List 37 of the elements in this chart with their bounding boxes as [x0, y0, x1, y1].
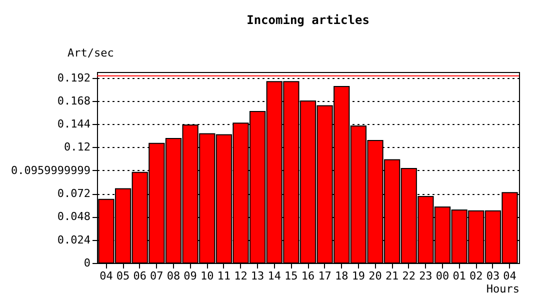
y-tick-label: 0.144 — [57, 118, 91, 131]
x-tick-label: 02 — [470, 270, 483, 282]
x-tick-label: 11 — [217, 270, 231, 282]
x-tick-label: 14 — [268, 270, 282, 282]
x-tick-label: 20 — [368, 270, 382, 282]
y-tick-label: 0.024 — [57, 233, 91, 246]
x-tick-label: 19 — [352, 270, 366, 282]
x-tick-label: 01 — [452, 270, 466, 282]
y-tick-label: 0.168 — [57, 94, 90, 108]
x-tick-label: 17 — [318, 270, 332, 282]
x-tick-label: 12 — [234, 270, 248, 282]
chart-title: Incoming articles — [246, 13, 370, 27]
x-tick-label: 09 — [184, 270, 197, 282]
y-axis-title: Art/sec — [68, 46, 114, 60]
x-tick-label: 06 — [133, 270, 146, 282]
x-tick-label: 10 — [200, 270, 214, 282]
y-tick-label: 0.192 — [57, 71, 90, 84]
x-axis-title: Hours — [486, 282, 520, 296]
x-tick-label: 05 — [116, 270, 130, 282]
x-tick-label: 23 — [419, 270, 432, 282]
x-tick-label: 04 — [503, 270, 517, 282]
x-tick-label: 08 — [166, 270, 180, 282]
x-tick-label: 22 — [402, 270, 416, 282]
x-tick-label: 07 — [150, 270, 164, 282]
x-tick-label: 13 — [250, 270, 264, 282]
x-tick-label: 18 — [335, 270, 348, 282]
x-tick-label: 21 — [385, 270, 399, 282]
x-tick-label: 15 — [284, 270, 298, 282]
y-tick-label: 0 — [84, 256, 90, 270]
y-tick-label: 0.12 — [64, 140, 90, 154]
y-tick-label: 0.048 — [57, 210, 90, 224]
x-tick-label: 04 — [100, 270, 114, 282]
x-tick-label: 16 — [301, 270, 315, 282]
y-tick-label: 0.0959999999 — [11, 164, 90, 177]
y-tick-label: 0.072 — [57, 187, 90, 200]
x-tick-label: 03 — [486, 270, 500, 282]
x-tick-label: 00 — [436, 270, 450, 282]
